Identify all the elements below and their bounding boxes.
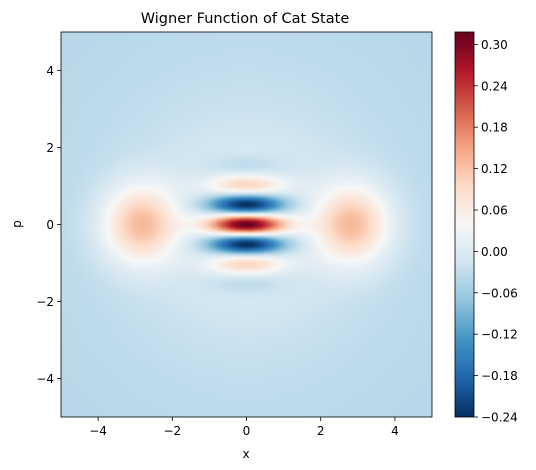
x-axis-label: x	[242, 447, 249, 461]
colorbar-tick-label: −0.12	[481, 328, 518, 342]
x-tick-label: −2	[163, 424, 181, 438]
chart-title: Wigner Function of Cat State	[141, 11, 350, 27]
heatmap-area	[60, 31, 433, 418]
y-tick-label: 2	[46, 141, 54, 155]
x-tick-label: 0	[243, 424, 251, 438]
x-tick-label: 2	[317, 424, 325, 438]
x-tick-label: 4	[391, 424, 399, 438]
x-tick-label: −4	[89, 424, 107, 438]
colorbar-tick-label: −0.18	[481, 369, 518, 383]
colorbar-tick-label: 0.24	[481, 79, 508, 93]
colorbar-tick-label: −0.24	[481, 411, 518, 425]
colorbar-tick-label: 0.12	[481, 162, 508, 176]
colorbar: −0.24 −0.18 −0.12 −0.06 0.00 0.06 0.12 0.18 0.24…	[454, 31, 518, 425]
colorbar-tick-label: 0.00	[481, 245, 508, 259]
y-tick-label: 4	[46, 64, 54, 78]
colorbar-tick-label: 0.06	[481, 204, 508, 218]
y-tick-label: −2	[36, 295, 54, 309]
y-axis-ticks: −4 −2 0 2 4	[36, 64, 61, 386]
x-axis-ticks: −4 −2 0 2 4	[89, 417, 399, 438]
colorbar-tick-label: −0.06	[481, 286, 518, 300]
colorbar-gradient	[455, 32, 474, 417]
y-tick-label: −4	[36, 372, 54, 386]
heatmap-image	[61, 32, 432, 417]
colorbar-tick-label: 0.18	[481, 121, 508, 135]
y-tick-label: 0	[46, 218, 54, 232]
colorbar-ticks: −0.24 −0.18 −0.12 −0.06 0.00 0.06 0.12 0.18 0.24…	[474, 38, 518, 425]
colorbar-tick-label: 0.30	[481, 38, 508, 52]
colorbar-frame	[454, 31, 475, 418]
y-axis-label: p	[10, 220, 24, 228]
